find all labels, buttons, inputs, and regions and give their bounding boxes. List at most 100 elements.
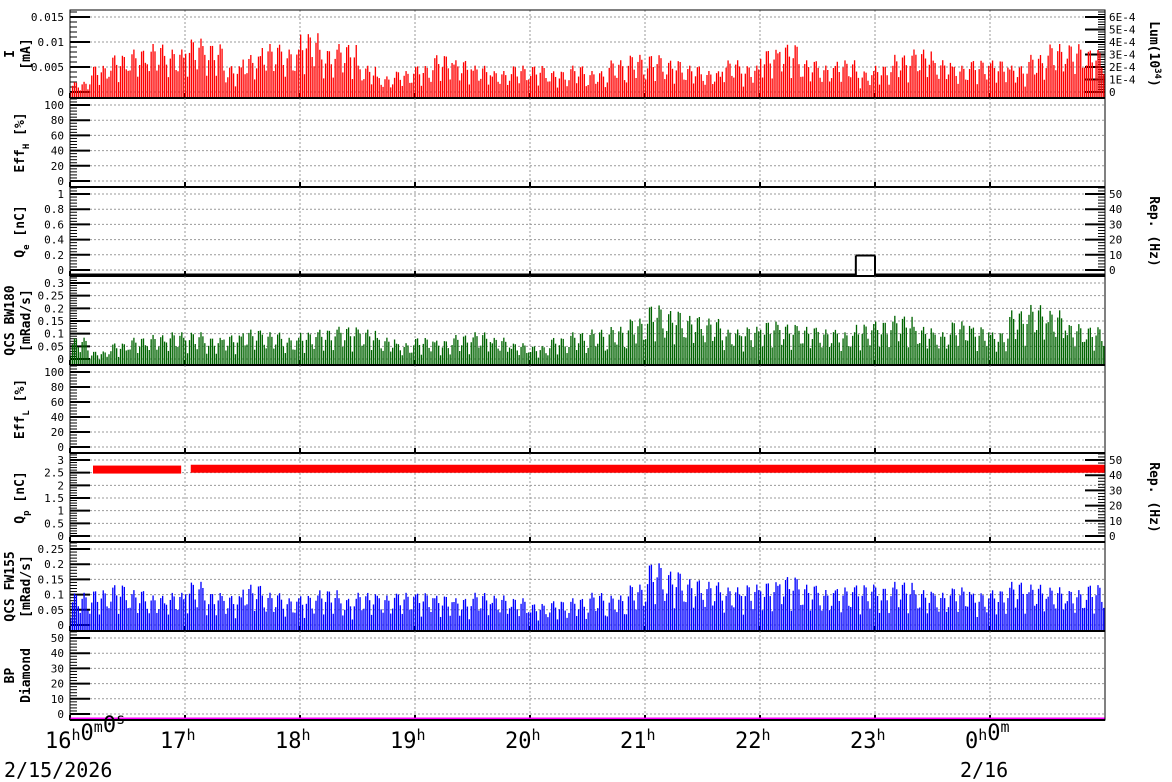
data-bar — [696, 581, 699, 631]
data-bar — [242, 333, 244, 365]
data-bar — [777, 324, 779, 365]
data-bar — [503, 337, 505, 365]
data-bar — [434, 58, 436, 98]
data-bar — [140, 51, 143, 98]
data-bar — [696, 67, 699, 98]
data-bar — [773, 330, 775, 365]
data-bar — [982, 62, 984, 98]
data-bar — [453, 64, 455, 98]
data-bar — [468, 354, 470, 365]
data-bar — [857, 77, 860, 98]
data-bar — [846, 591, 848, 631]
data-bar — [679, 573, 681, 631]
data-bar — [861, 595, 863, 631]
data-bar — [896, 323, 898, 365]
data-bar — [185, 53, 187, 98]
data-bar — [324, 63, 327, 98]
data-bar — [271, 51, 273, 98]
data-bar — [167, 350, 170, 365]
data-bar — [625, 614, 628, 631]
data-bar — [238, 335, 240, 365]
data-bar — [725, 595, 727, 631]
data-bar — [924, 333, 927, 365]
data-bar — [645, 339, 647, 365]
data-bar — [919, 70, 921, 98]
data-bar — [497, 609, 499, 631]
data-bar — [127, 70, 129, 98]
data-bar — [1026, 594, 1028, 631]
data-bar — [338, 44, 340, 98]
data-bar — [516, 609, 518, 631]
y-tick-label: 60 — [51, 129, 64, 142]
data-bar — [871, 75, 873, 98]
data-bar — [712, 340, 714, 365]
data-bar — [303, 617, 306, 631]
data-bar — [1059, 310, 1061, 365]
data-bar — [940, 336, 942, 365]
y-tick-label: 30 — [51, 662, 64, 675]
data-bar — [1041, 593, 1044, 631]
data-bar — [970, 594, 973, 631]
data-bar — [761, 77, 764, 98]
data-bar — [1047, 596, 1049, 631]
data-bar — [208, 60, 210, 98]
data-bar — [691, 588, 693, 631]
data-points — [190, 464, 1105, 473]
data-bar — [746, 66, 748, 98]
data-bar — [231, 596, 233, 631]
data-bar — [179, 596, 181, 631]
data-bar — [163, 341, 166, 365]
data-bar — [997, 71, 999, 98]
data-bar — [750, 340, 752, 365]
data-bar — [420, 616, 423, 631]
data-bar — [129, 70, 131, 98]
data-bar — [865, 72, 867, 98]
data-bar — [426, 67, 428, 98]
data-bar — [639, 318, 641, 365]
data-bar — [530, 352, 532, 365]
data-bar — [884, 66, 886, 98]
data-bar — [252, 62, 254, 98]
data-bar — [625, 82, 628, 98]
y-tick-label: 0.15 — [38, 315, 65, 328]
data-bar — [970, 62, 973, 98]
data-bar — [892, 587, 894, 631]
data-bar — [349, 336, 352, 365]
data-bar — [760, 591, 762, 631]
data-bar — [73, 338, 76, 365]
x-tick-label: 18h — [275, 726, 311, 754]
data-bar — [832, 68, 835, 98]
data-bar — [664, 79, 666, 98]
data-bar — [288, 49, 290, 98]
data-bar — [560, 601, 562, 631]
y-tick-label: 0.8 — [44, 203, 64, 216]
data-bar — [323, 614, 325, 631]
y-tick-label: 0 — [57, 353, 64, 366]
right-tick-label: 30 — [1109, 484, 1122, 497]
data-bar — [662, 589, 664, 631]
data-bar — [319, 49, 321, 98]
data-bar — [614, 342, 616, 365]
data-bar — [830, 78, 833, 98]
data-bar — [158, 64, 160, 98]
data-bar — [278, 332, 281, 365]
data-bar — [476, 597, 478, 631]
data-bar — [254, 611, 256, 631]
data-bar — [244, 74, 246, 98]
data-bar — [1095, 595, 1097, 631]
data-bar — [282, 346, 285, 365]
data-bar — [1032, 311, 1034, 365]
data-bar — [213, 604, 216, 631]
data-bar — [993, 338, 996, 365]
data-bar — [459, 615, 461, 631]
data-bar — [673, 344, 676, 365]
data-bar — [576, 83, 578, 98]
data-bar — [1043, 79, 1045, 98]
data-bar — [1018, 67, 1021, 98]
data-bar — [658, 305, 660, 365]
data-bar — [510, 606, 513, 631]
data-bar — [1024, 613, 1026, 631]
data-bar — [637, 326, 639, 365]
data-bar — [439, 616, 442, 631]
data-bar — [449, 354, 451, 365]
